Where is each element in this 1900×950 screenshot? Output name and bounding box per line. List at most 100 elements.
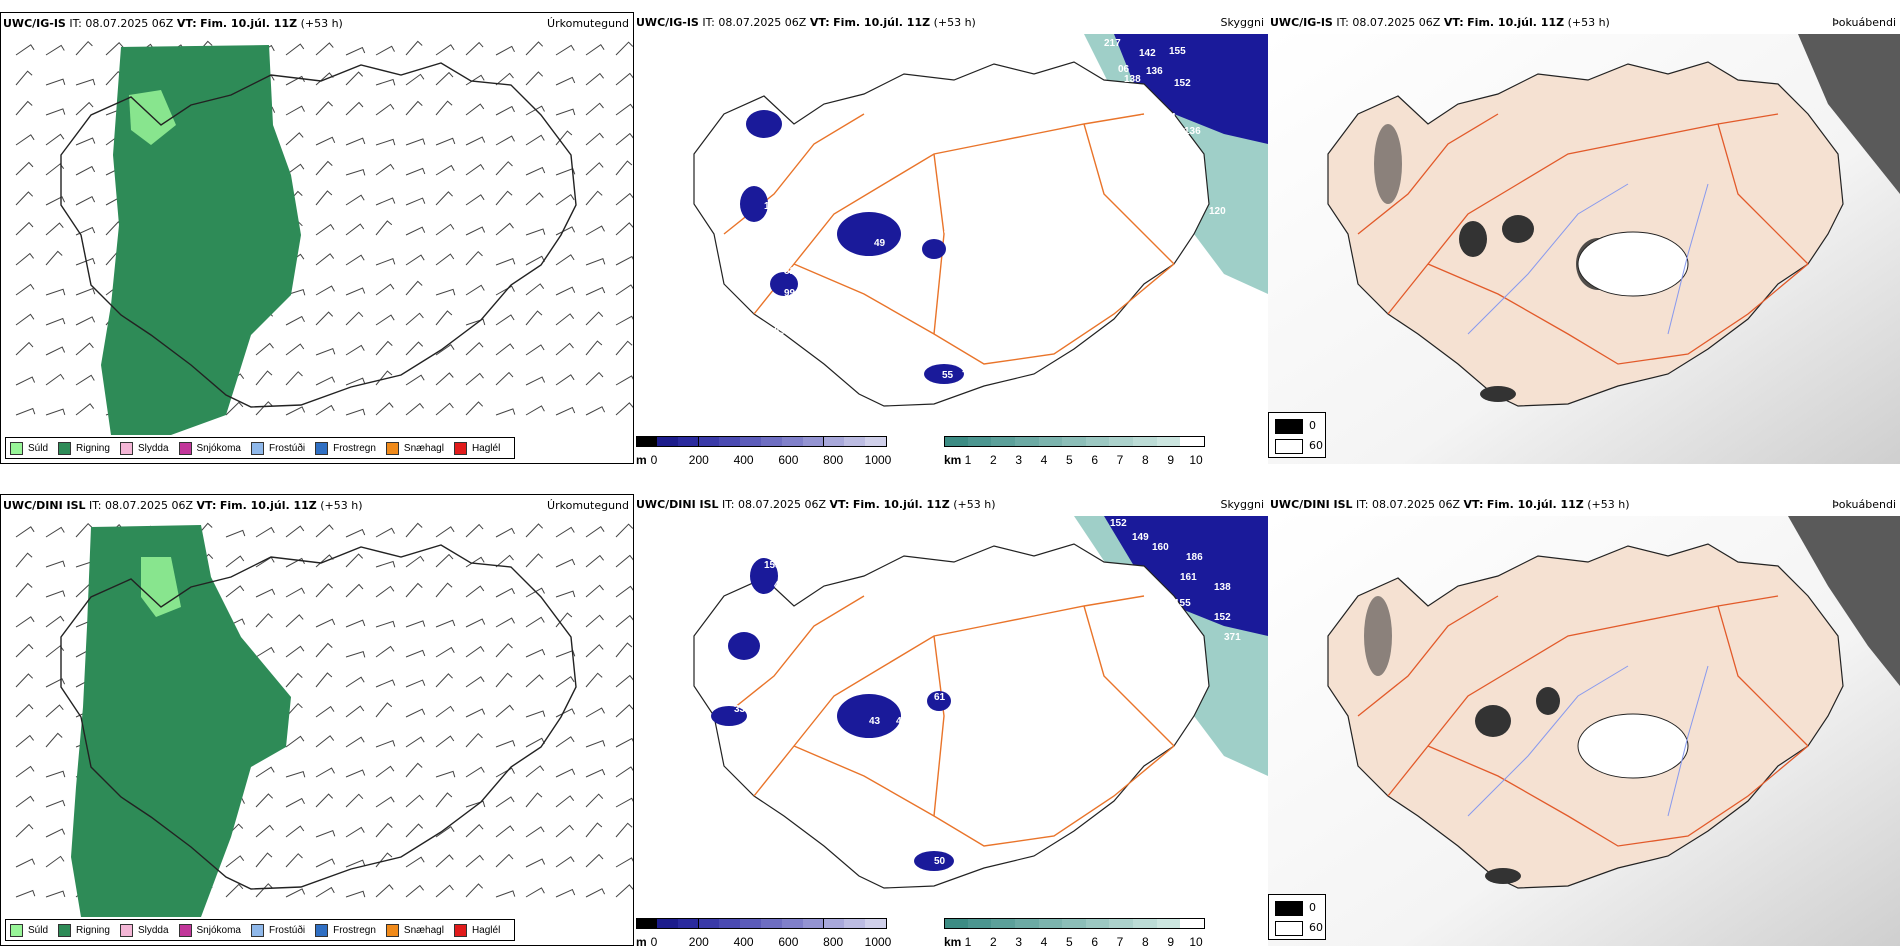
wind-barb (345, 705, 365, 718)
wind-barb (15, 283, 35, 296)
wind-barb (465, 284, 485, 296)
wind-barb (585, 853, 604, 868)
wind-barb (15, 643, 34, 658)
fog-legend-light-swatch (1275, 439, 1303, 454)
cloud-value-label: 152 (1214, 612, 1231, 623)
wind-barb (45, 108, 66, 116)
wind-barb (285, 825, 305, 838)
wind-barb (15, 889, 36, 898)
wind-barb (465, 883, 484, 898)
wind-barb (465, 585, 485, 598)
wind-barb (585, 793, 604, 808)
wind-barb (15, 44, 35, 56)
colorbar-tick: 1000 (864, 935, 892, 949)
colorbar-tick: 400 (733, 935, 754, 949)
wind-barb (585, 190, 603, 206)
wind-barb (315, 223, 335, 236)
precip-legend-label: Snjókoma (196, 924, 241, 936)
precip-legend-label: Snæhagl (403, 442, 444, 454)
wind-barb (45, 855, 65, 868)
wind-barb (15, 795, 35, 808)
wind-barb (615, 797, 633, 808)
precip-legend-swatch (315, 441, 329, 455)
wind-barb (585, 740, 606, 748)
wind-barb (555, 193, 575, 206)
cloud-cells (740, 110, 964, 384)
wind-barb (285, 343, 305, 356)
wind-barb (525, 310, 543, 326)
glacier-white (1577, 231, 1689, 297)
wind-barb (585, 672, 603, 688)
cloud-value-label: 48 (944, 226, 956, 237)
precip-legend-label: Súld (28, 924, 49, 936)
wind-barb (555, 286, 576, 296)
cloud-value-label: 186 (1186, 552, 1203, 563)
fog-dark-sea (1798, 34, 1900, 194)
colorbar-tick: 600 (778, 453, 799, 467)
precip-legend-item: Slydda (119, 441, 169, 455)
wind-barb (435, 343, 455, 356)
colorbar-swatch (1038, 918, 1064, 929)
wind-barb (45, 526, 65, 538)
cloud-value-label: 138 (1124, 74, 1141, 85)
wind-barb (465, 226, 486, 236)
wind-barb (405, 679, 426, 688)
fog-dark-patches (1364, 596, 1560, 884)
panel-header: UWC/IG-IS IT: 08.07.2025 06Z VT: Fim. 10… (3, 17, 343, 30)
colorbar-tick: 600 (778, 935, 799, 949)
wind-barb (465, 372, 484, 386)
wind-barb (405, 402, 424, 416)
precip-legend-swatch (119, 923, 133, 937)
fog-legend-low: 60 (1309, 921, 1323, 934)
wind-barb (435, 402, 454, 416)
wind-barb (375, 560, 396, 568)
precip-legend-swatch (250, 441, 264, 455)
wind-barb (465, 318, 486, 326)
wind-barb (465, 800, 486, 808)
wind-barb (315, 404, 335, 416)
wind-barb (375, 220, 393, 236)
cloud-base-dark (1104, 516, 1268, 636)
colorbar-swatch (1062, 918, 1087, 929)
wind-barb (405, 73, 425, 86)
wind-barb (525, 405, 545, 416)
cloud-value-label: 217 (1104, 38, 1121, 49)
wind-barb (465, 766, 485, 778)
fog-legend-low: 60 (1309, 439, 1323, 452)
wind-barb (375, 585, 395, 598)
wind-barb (405, 100, 423, 116)
wind-barb (15, 582, 33, 598)
wind-barb (405, 794, 424, 808)
wind-barb (375, 884, 394, 898)
wind-barb (465, 163, 485, 176)
colorbar-swatch (719, 918, 742, 929)
colorbar-tick: 8 (1141, 935, 1149, 949)
cloud-value-label: 31 (774, 236, 786, 247)
wind-barb (435, 619, 456, 628)
colorbar-swatch (781, 436, 804, 447)
wind-barb (555, 768, 576, 778)
wind-barb (345, 553, 364, 568)
road-network (723, 113, 1175, 365)
wind-barb (615, 884, 633, 898)
wind-barb (405, 736, 425, 748)
wind-barb (555, 558, 576, 568)
colorbar-swatch (740, 918, 762, 929)
wind-barb (555, 108, 576, 116)
wind-barb (315, 311, 334, 326)
wind-barb (45, 163, 65, 176)
wind-barb (405, 708, 426, 718)
wind-barb (15, 673, 34, 688)
colorbar-tick: 200 (688, 935, 709, 949)
drizzle-area (141, 557, 181, 617)
colorbar-swatch (991, 918, 1016, 929)
colorbar-swatch (656, 436, 679, 447)
precip-legend-item: Rigning (58, 923, 110, 937)
wind-barb (405, 620, 426, 628)
wind-barb (585, 888, 606, 898)
cloud-value-label: 161 (1180, 572, 1197, 583)
wind-barb (375, 740, 396, 748)
colorbar-tick: 9 (1167, 935, 1174, 949)
cloud-value-label: 63 (784, 96, 796, 107)
colorbar-swatch (781, 918, 804, 929)
